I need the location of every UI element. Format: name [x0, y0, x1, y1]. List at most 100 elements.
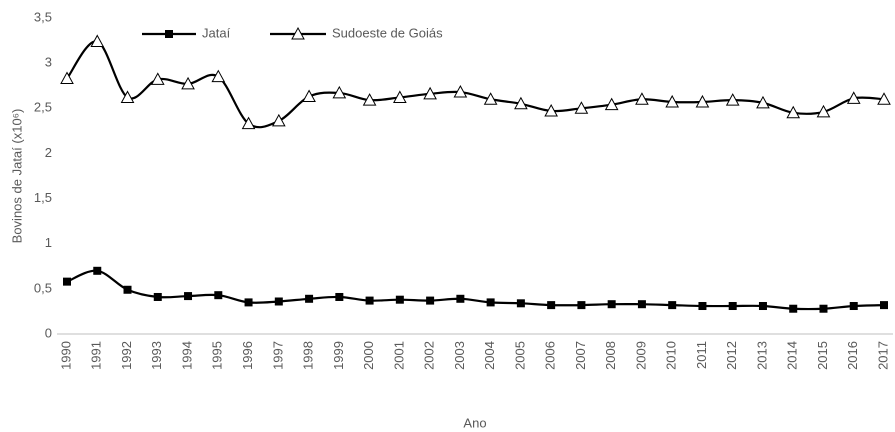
y-tick-label: 3 — [45, 55, 52, 70]
data-point — [547, 301, 556, 310]
data-point — [305, 294, 314, 303]
data-point — [335, 292, 344, 301]
x-tick-label: 1993 — [149, 341, 164, 370]
x-tick-label: 2008 — [603, 341, 618, 370]
y-tick-label: 2,5 — [34, 100, 52, 115]
data-point — [214, 291, 223, 300]
x-tick-label: 2017 — [875, 341, 890, 370]
data-point — [90, 34, 105, 47]
data-point — [241, 116, 256, 130]
y-axis-label: Bovinos de Jataí (x10⁶) — [9, 109, 24, 244]
x-tick-label: 2004 — [482, 341, 497, 370]
x-tick-label: 1999 — [331, 341, 346, 370]
data-point — [123, 285, 132, 294]
data-point — [153, 292, 162, 301]
data-point — [393, 90, 407, 103]
x-tick-label: 1995 — [210, 341, 225, 370]
data-point — [577, 301, 586, 310]
data-point — [150, 72, 165, 85]
data-point — [544, 103, 558, 117]
data-point — [604, 97, 619, 111]
y-tick-label: 0 — [45, 325, 52, 340]
data-point — [271, 113, 286, 127]
y-tick-label: 2 — [45, 145, 52, 160]
series-line — [66, 269, 885, 311]
data-point — [786, 105, 801, 119]
data-point — [244, 298, 253, 307]
x-tick-label: 1998 — [301, 341, 316, 370]
data-point — [453, 84, 468, 98]
data-point — [574, 101, 589, 114]
data-point — [184, 292, 193, 301]
x-tick-label: 1991 — [89, 341, 104, 370]
data-point — [426, 296, 435, 305]
y-tick-label: 3,5 — [34, 9, 52, 24]
y-tick-label: 1,5 — [34, 190, 52, 205]
y-tick-label: 0,5 — [34, 280, 52, 295]
data-point — [274, 297, 283, 306]
data-point — [819, 304, 828, 313]
legend-marker — [291, 26, 305, 40]
x-tick-label: 2006 — [543, 341, 558, 370]
data-point — [211, 69, 226, 83]
data-point — [725, 93, 740, 106]
data-point — [816, 104, 831, 118]
x-tick-label: 2009 — [633, 341, 648, 370]
data-point — [846, 91, 861, 104]
data-point — [635, 92, 649, 105]
x-tick-label: 1994 — [179, 341, 194, 370]
x-tick-label: 2013 — [754, 341, 769, 370]
x-tick-label: 2010 — [664, 341, 679, 370]
data-point — [93, 266, 102, 275]
x-tick-label: 2016 — [845, 341, 860, 370]
data-point — [60, 71, 74, 84]
x-tick-label: 2014 — [785, 341, 800, 370]
x-tick-label: 2005 — [512, 341, 527, 370]
data-point — [877, 92, 891, 105]
data-point — [365, 296, 374, 305]
data-point — [120, 90, 135, 103]
x-tick-label: 1996 — [240, 341, 255, 370]
data-point — [332, 85, 347, 99]
data-point — [362, 93, 377, 106]
x-tick-label: 2015 — [815, 341, 830, 370]
data-point — [514, 96, 528, 110]
data-point — [698, 302, 707, 311]
data-point — [516, 299, 525, 308]
data-point — [668, 301, 677, 310]
data-point — [789, 304, 798, 313]
series-line — [66, 40, 885, 129]
legend-label: Sudoeste de Goiás — [332, 25, 443, 40]
data-point — [665, 94, 680, 108]
x-tick-label: 2000 — [361, 341, 376, 370]
data-point — [695, 94, 710, 108]
data-point — [756, 95, 770, 109]
x-tick-label: 1990 — [58, 341, 73, 370]
x-tick-label: 2012 — [724, 341, 739, 370]
legend-marker — [165, 30, 173, 38]
data-point — [486, 298, 495, 307]
data-point — [302, 89, 316, 103]
data-point — [395, 295, 404, 304]
data-point — [758, 302, 767, 311]
legend-label: Jataí — [202, 25, 231, 40]
x-tick-label: 2003 — [452, 341, 467, 370]
x-tick-label: 2007 — [573, 341, 588, 370]
x-axis-label: Ano — [463, 415, 486, 430]
x-tick-label: 2002 — [422, 341, 437, 370]
x-tick-label: 2001 — [391, 341, 406, 370]
data-point — [423, 86, 437, 100]
data-point — [637, 300, 646, 309]
data-point — [181, 76, 195, 90]
data-point — [728, 302, 737, 311]
x-tick-label: 1992 — [119, 341, 134, 370]
data-point — [880, 301, 888, 310]
x-tick-label: 2011 — [694, 341, 709, 369]
x-tick-label: 1997 — [270, 341, 285, 370]
y-tick-label: 1 — [45, 235, 52, 250]
data-point — [849, 302, 858, 311]
data-point — [63, 277, 71, 286]
data-point — [456, 294, 465, 303]
data-point — [483, 92, 498, 105]
